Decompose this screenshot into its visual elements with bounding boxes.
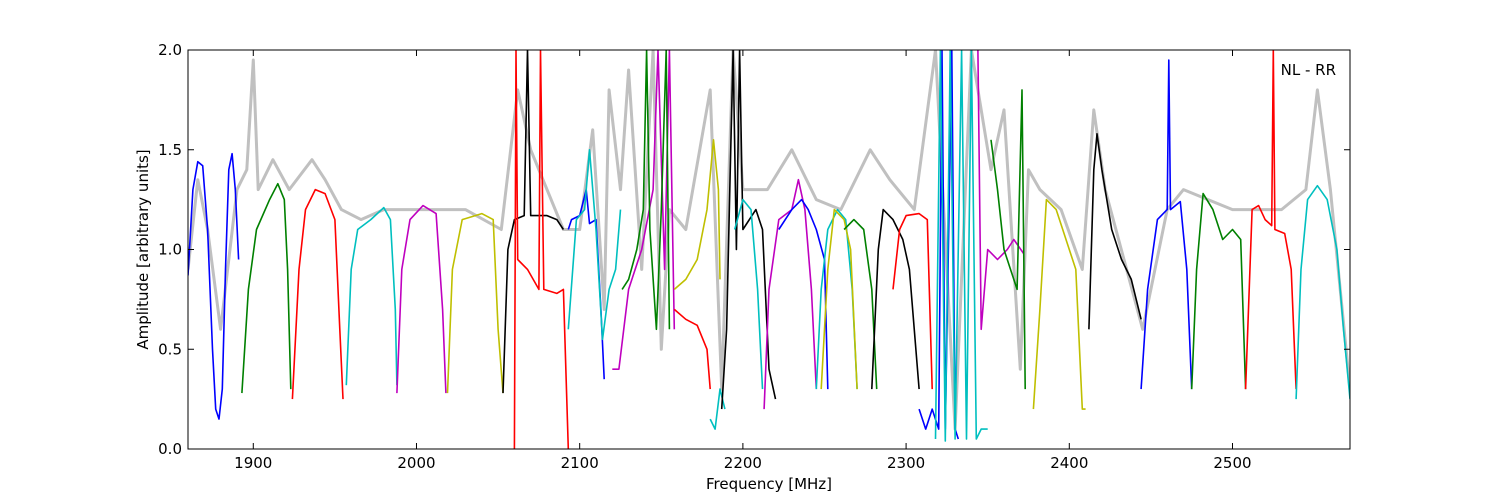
x-tick-label: 2500 <box>1213 454 1251 472</box>
series-line-1 <box>188 152 240 420</box>
plot-area <box>187 49 1351 450</box>
series-line-14 <box>673 139 721 291</box>
x-tick-label: 2100 <box>561 454 599 472</box>
series-line-6 <box>446 212 504 394</box>
x-tick-label: 2300 <box>887 454 925 472</box>
series-line-12 <box>621 50 671 331</box>
plot-background <box>188 50 1350 449</box>
series-line-7 <box>502 50 565 394</box>
series-line-18 <box>763 178 818 410</box>
x-tick-label: 2200 <box>724 454 762 472</box>
series-line-13 <box>673 308 711 390</box>
y-tick-label: 0.5 <box>158 340 182 358</box>
y-tick-label: 2.0 <box>158 41 182 59</box>
series-line-34 <box>1295 184 1350 400</box>
y-axis-label: Amplitude [arbitrary units] <box>134 149 152 349</box>
series-line-31 <box>1140 59 1193 390</box>
x-tick-label: 2000 <box>397 454 435 472</box>
series-line-10 <box>567 149 622 341</box>
series-line-5 <box>396 204 447 394</box>
series-line-30 <box>1088 133 1142 330</box>
series-line-2 <box>241 182 292 394</box>
series-line-33 <box>1244 50 1297 390</box>
series-line-16 <box>720 50 777 410</box>
background-series <box>188 50 1350 431</box>
x-tick-label: 1900 <box>234 454 272 472</box>
series-line-29 <box>1032 198 1086 410</box>
background-envelope-line <box>188 50 1350 431</box>
series-line-27 <box>977 50 1025 331</box>
series-line-4 <box>345 206 398 386</box>
x-axis-ticks: 1900 2000 2100 2200 2300 2400 2500 <box>234 50 1252 472</box>
y-tick-label: 1.5 <box>158 141 182 159</box>
y-tick-label: 1.0 <box>158 241 182 259</box>
series-line-22 <box>843 218 878 390</box>
y-axis-ticks: 0.0 0.5 1.0 1.5 2.0 <box>158 41 1350 458</box>
series-layer <box>188 50 1350 449</box>
series-line-8 <box>513 50 570 449</box>
series-line-24 <box>892 212 933 390</box>
series-line-17 <box>733 198 764 390</box>
y-tick-label: 0.0 <box>158 440 182 458</box>
series-line-21 <box>820 208 858 390</box>
series-line-28 <box>990 89 1026 390</box>
series-line-3 <box>291 188 344 400</box>
series-line-23 <box>871 208 920 390</box>
panel-annotation: NL - RR <box>1281 61 1336 79</box>
series-line-32 <box>1190 192 1247 390</box>
x-tick-label: 2400 <box>1050 454 1088 472</box>
x-axis-label: Frequency [MHz] <box>706 475 832 493</box>
series-line-26 <box>934 50 988 442</box>
